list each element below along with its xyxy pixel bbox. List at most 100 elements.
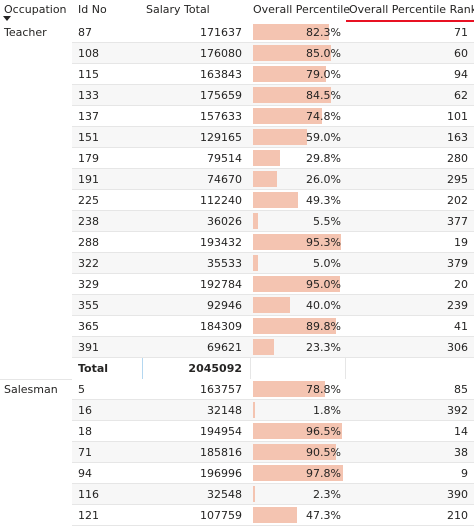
percentile-bar xyxy=(253,465,343,481)
table-row[interactable]: 5 163757 78.8% 85 xyxy=(0,379,474,400)
percentile-bar xyxy=(253,66,326,82)
salary-cell: 35533 xyxy=(207,257,242,270)
row-divider xyxy=(72,63,474,64)
percentile-rank-cell: 101 xyxy=(447,110,468,123)
salary-cell: 36026 xyxy=(207,215,242,228)
table-row[interactable]: 225 112240 49.3% 202 xyxy=(0,190,474,211)
percentile-rank-cell: 202 xyxy=(447,194,468,207)
percentile-rank-cell: 306 xyxy=(447,341,468,354)
table-row[interactable]: 16 32148 1.8% 392 xyxy=(0,400,474,421)
percentile-cell: 95.0% xyxy=(306,278,341,291)
id-no-cell: 18 xyxy=(78,425,92,438)
percentile-bar xyxy=(253,444,337,460)
table-row[interactable]: 121 107759 47.3% 210 xyxy=(0,505,474,526)
id-no-cell: 71 xyxy=(78,446,92,459)
row-divider xyxy=(72,399,474,400)
percentile-bar xyxy=(253,318,336,334)
percentile-cell: 95.3% xyxy=(306,236,341,249)
table-row[interactable]: 108 176080 85.0% 60 xyxy=(0,43,474,64)
row-divider xyxy=(72,462,474,463)
active-column-underline xyxy=(346,20,474,22)
header-overall-percentile-rank[interactable]: Overall Percentile Rank xyxy=(349,3,474,16)
percentile-rank-cell: 38 xyxy=(454,446,468,459)
row-divider xyxy=(72,294,474,295)
salary-cell: 129165 xyxy=(200,131,242,144)
row-divider xyxy=(72,231,474,232)
sort-descending-icon[interactable] xyxy=(3,16,11,21)
percentile-cell: 1.8% xyxy=(313,404,341,417)
id-no-cell: 191 xyxy=(78,173,99,186)
row-divider xyxy=(72,483,474,484)
percentile-bar xyxy=(253,507,297,523)
percentile-cell: 85.0% xyxy=(306,47,341,60)
table-row[interactable]: 322 35533 5.0% 379 xyxy=(0,253,474,274)
salary-cell: 74670 xyxy=(207,173,242,186)
percentile-cell: 47.3% xyxy=(306,509,341,522)
id-no-cell: 87 xyxy=(78,26,92,39)
percentile-cell: 29.8% xyxy=(306,152,341,165)
percentile-bar xyxy=(253,381,326,397)
id-no-cell: 94 xyxy=(78,467,92,480)
table-row[interactable]: 365 184309 89.8% 41 xyxy=(0,316,474,337)
id-no-cell: 322 xyxy=(78,257,99,270)
table-row[interactable]: 191 74670 26.0% 295 xyxy=(0,169,474,190)
id-no-cell: 365 xyxy=(78,320,99,333)
table-row[interactable]: 133 175659 84.5% 62 xyxy=(0,85,474,106)
percentile-rank-cell: 392 xyxy=(447,404,468,417)
percentile-cell: 97.8% xyxy=(306,467,341,480)
percentile-bar xyxy=(253,255,258,271)
table-row[interactable]: 391 69621 23.3% 306 xyxy=(0,337,474,358)
table-row[interactable]: 115 163843 79.0% 94 xyxy=(0,64,474,85)
id-no-cell: 355 xyxy=(78,299,99,312)
percentile-rank-cell: 71 xyxy=(454,26,468,39)
table-row[interactable]: 71 185816 90.5% 38 xyxy=(0,442,474,463)
percentile-rank-cell: 280 xyxy=(447,152,468,165)
salary-cell: 107759 xyxy=(200,509,242,522)
table-row[interactable]: 94 196996 97.8% 9 xyxy=(0,463,474,484)
percentile-rank-cell: 9 xyxy=(461,467,468,480)
table-row[interactable]: 137 157633 74.8% 101 xyxy=(0,106,474,127)
table-row[interactable]: 116 32548 2.3% 390 xyxy=(0,484,474,505)
header-id-no[interactable]: Id No xyxy=(78,3,107,16)
percentile-rank-cell: 390 xyxy=(447,488,468,501)
percentile-cell: 23.3% xyxy=(306,341,341,354)
table-row[interactable]: 87 171637 82.3% 71 xyxy=(0,22,474,43)
table-row[interactable]: 179 79514 29.8% 280 xyxy=(0,148,474,169)
percentile-rank-cell: 239 xyxy=(447,299,468,312)
percentile-rank-cell: 85 xyxy=(454,383,468,396)
table-row[interactable]: 288 193432 95.3% 19 xyxy=(0,232,474,253)
salary-cell: 176080 xyxy=(200,47,242,60)
header-occupation[interactable]: Occupation xyxy=(4,3,67,16)
percentile-cell: 90.5% xyxy=(306,446,341,459)
id-no-cell: 108 xyxy=(78,47,99,60)
row-divider xyxy=(72,441,474,442)
row-band xyxy=(72,484,474,504)
percentile-bar xyxy=(253,45,332,61)
percentile-bar xyxy=(253,192,299,208)
percentile-bar xyxy=(253,339,275,355)
percentile-rank-cell: 14 xyxy=(454,425,468,438)
id-no-cell: 238 xyxy=(78,215,99,228)
header-salary-total[interactable]: Salary Total xyxy=(146,3,210,16)
table-row[interactable]: 355 92946 40.0% 239 xyxy=(0,295,474,316)
row-divider xyxy=(72,420,474,421)
salary-cell: 175659 xyxy=(200,89,242,102)
table-row[interactable]: 238 36026 5.5% 377 xyxy=(0,211,474,232)
row-divider xyxy=(72,168,474,169)
percentile-bar xyxy=(253,402,255,418)
percentile-bar xyxy=(253,213,259,229)
table-row[interactable]: 329 192784 95.0% 20 xyxy=(0,274,474,295)
percentile-bar xyxy=(253,108,322,124)
percentile-cell: 59.0% xyxy=(306,131,341,144)
table-row[interactable]: 18 194954 96.5% 14 xyxy=(0,421,474,442)
salary-cell: 112240 xyxy=(200,194,242,207)
percentile-bar xyxy=(253,486,256,502)
percentile-cell: 26.0% xyxy=(306,173,341,186)
percentile-cell: 49.3% xyxy=(306,194,341,207)
percentile-rank-cell: 41 xyxy=(454,320,468,333)
row-divider xyxy=(72,252,474,253)
table-row[interactable]: 151 129165 59.0% 163 xyxy=(0,127,474,148)
percentile-rank-cell: 377 xyxy=(447,215,468,228)
header-overall-percentile[interactable]: Overall Percentile xyxy=(253,3,351,16)
percentile-cell: 78.8% xyxy=(306,383,341,396)
